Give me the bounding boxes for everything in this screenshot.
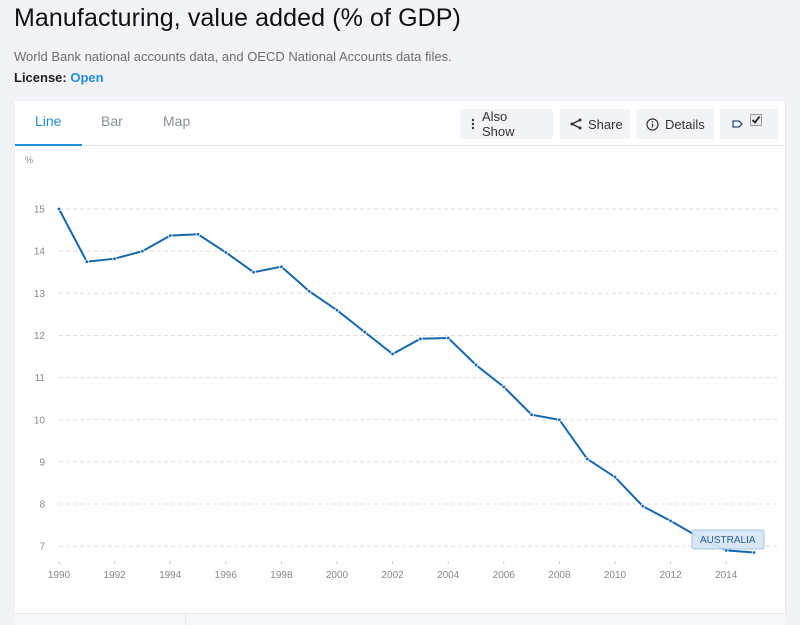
data-point[interactable] [668,518,673,524]
x-tick-label: 1998 [270,570,293,581]
line-chart: % 7 8 9 10 11 12 13 14 15 1990 1992 1994 1996 1998 20… [25,155,780,581]
data-point[interactable] [167,233,173,238]
data-point[interactable] [307,288,312,294]
data-point[interactable] [251,270,256,275]
data-point[interactable] [418,336,423,342]
also-show-button[interactable]: Also Show [460,109,553,139]
data-point[interactable] [640,503,645,509]
y-tick-label: 14 [34,247,46,258]
y-tick-label: 10 [34,415,46,426]
gridlines [59,208,780,547]
x-tick-label: 2006 [493,570,516,581]
data-point[interactable] [279,264,284,269]
y-axis-unit-label: % [25,155,33,165]
y-tick-label: 11 [35,373,46,384]
data-point[interactable] [390,351,395,357]
license-line: License: Open [14,70,104,85]
active-tab-indicator [15,144,82,146]
y-tick-label: 8 [39,500,45,511]
series-points [56,206,757,555]
x-tick-label: 2014 [715,570,738,581]
y-tick-label: 7 [39,542,45,553]
page-title: Manufacturing, value added (% of GDP) [14,4,461,32]
x-tick-label: 2010 [604,570,627,581]
bottom-panel [15,613,786,625]
data-point[interactable] [585,456,590,462]
y-tick-label: 9 [39,457,45,468]
data-point[interactable] [84,259,89,264]
tab-line[interactable]: Line [35,113,62,129]
bottom-divider [185,614,186,625]
x-tick-label: 1996 [215,570,238,581]
also-show-label: Also Show [482,109,515,139]
license-label: License: [14,70,67,85]
series-label-text: AUSTRALIA [700,535,756,546]
label-toggle-button[interactable] [720,109,778,139]
more-vertical-icon [470,118,476,130]
tab-map[interactable]: Map [163,113,191,129]
x-tick-label: 1990 [48,570,71,581]
share-button[interactable]: Share [560,109,630,139]
series-line-australia[interactable] [58,208,755,554]
y-tick-label: 12 [34,331,46,342]
details-label: Details [665,116,705,132]
x-tick-label: 1992 [103,570,126,581]
tag-icon [732,119,744,129]
y-tick-label: 15 [34,205,46,216]
data-point[interactable] [140,248,145,254]
y-axis-ticks: 7 8 9 10 11 12 13 14 15 [34,205,46,553]
data-point[interactable] [612,474,618,480]
x-tick-label: 2008 [548,570,571,581]
details-button[interactable]: Details [636,109,714,139]
tab-bar[interactable]: Bar [101,113,123,129]
series-label-australia[interactable]: AUSTRALIA [691,529,765,550]
info-icon [646,117,659,131]
data-point[interactable] [362,329,367,335]
data-point[interactable] [473,362,479,368]
data-point[interactable] [112,256,117,261]
data-point[interactable] [56,206,62,212]
x-tick-label: 2012 [659,570,682,581]
data-point[interactable] [557,417,562,422]
y-tick-label: 13 [34,289,46,300]
license-open-link[interactable]: Open [70,70,104,85]
x-tick-label: 1994 [159,570,182,581]
source-note: World Bank national accounts data, and O… [14,49,452,64]
x-tick-label: 2000 [326,570,349,581]
data-point[interactable] [501,384,506,390]
chart-panel: Line Bar Map Also Show Share Details [15,101,786,625]
x-tick-label: 2002 [381,570,404,581]
share-icon [570,118,582,130]
label-checkbox[interactable] [750,114,762,126]
data-point[interactable] [334,307,340,313]
data-point[interactable] [195,232,201,237]
x-tick-label: 2004 [437,570,460,581]
data-point[interactable] [223,250,228,255]
data-point[interactable] [446,335,451,341]
share-label: Share [588,116,623,132]
chart-type-tabs: Line Bar Map Also Show Share Details [15,101,786,146]
data-point[interactable] [529,412,534,417]
x-axis-ticks: 1990 1992 1994 1996 1998 2000 2002 2004 2006 2008… [48,561,738,581]
data-point[interactable] [751,550,757,555]
